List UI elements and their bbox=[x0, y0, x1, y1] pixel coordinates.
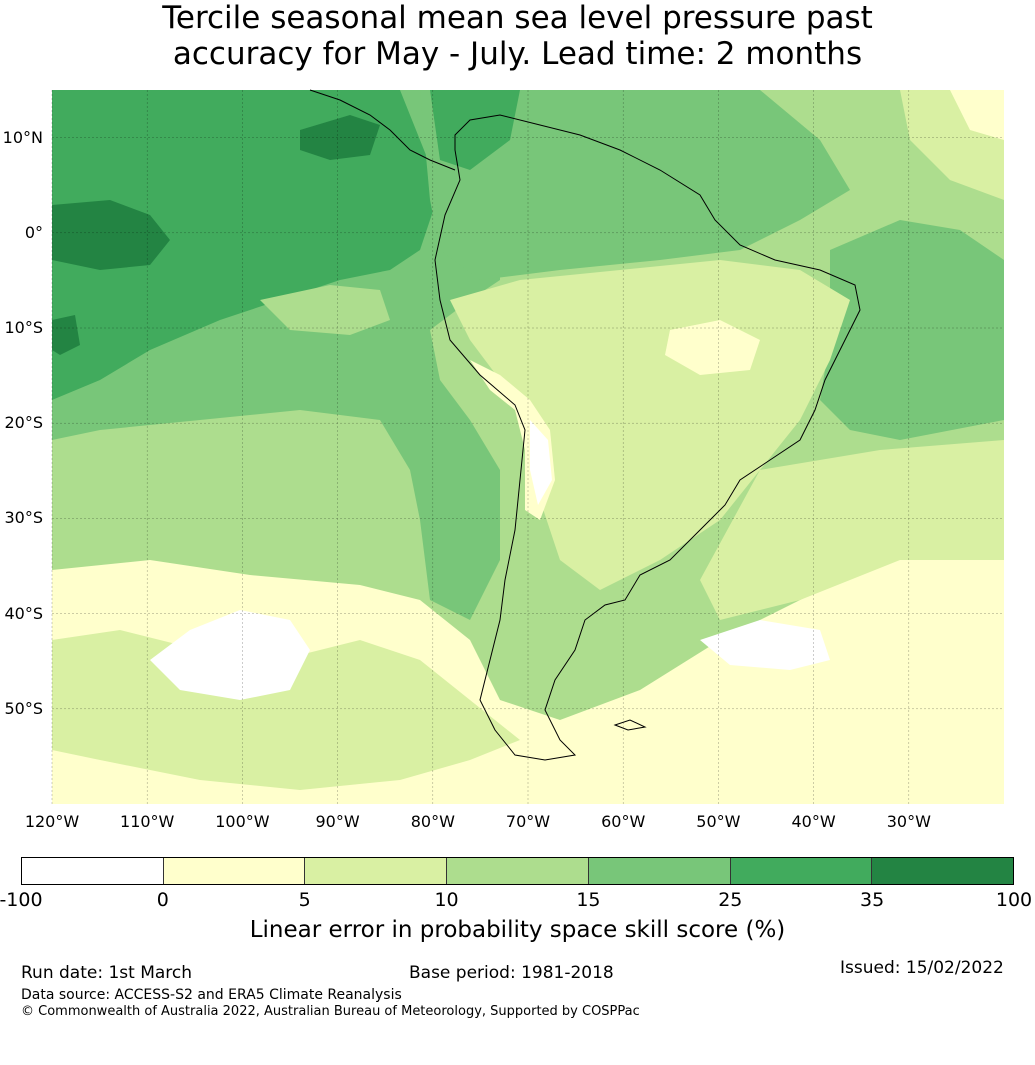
lat-tick-label: 50°S bbox=[4, 698, 43, 718]
lat-tick-label: 0° bbox=[24, 222, 43, 242]
colorbar-tick-label: 100 bbox=[995, 889, 1033, 911]
colorbar-label: Linear error in probability space skill … bbox=[249, 917, 786, 943]
colorbar-tick-label: 0 bbox=[156, 889, 169, 911]
coastline-south-america bbox=[434, 114, 861, 761]
zone-interior-pale bbox=[665, 320, 760, 375]
zone-north-dark bbox=[430, 90, 520, 170]
zone-pacific-darkest-1 bbox=[52, 200, 170, 270]
colorbar-tick-label: 35 bbox=[860, 889, 885, 911]
copyright: © Commonwealth of Australia 2022, Austra… bbox=[21, 1004, 640, 1019]
lon-tick-label: 80°W bbox=[410, 812, 455, 831]
zone-white-patch bbox=[150, 610, 310, 700]
lon-tick-label: 40°W bbox=[791, 812, 836, 831]
zone-pacific-light bbox=[260, 285, 390, 335]
zone-pacific-darkest-3 bbox=[52, 315, 80, 355]
colorbar-segment bbox=[872, 858, 1014, 884]
colorbar-tick-label: 15 bbox=[576, 889, 601, 911]
zone-north-green bbox=[420, 90, 850, 280]
lat-tick-label: 10°S bbox=[4, 318, 43, 337]
lon-tick-label: 50°W bbox=[696, 812, 741, 831]
lon-tick-label: 110°W bbox=[120, 812, 175, 831]
title-line-2: accuracy for May - July. Lead time: 2 mo… bbox=[172, 36, 863, 72]
run-date: Run date: 1st March bbox=[21, 963, 193, 983]
gridlines bbox=[51, 90, 1004, 804]
lon-tick-label: 90°W bbox=[315, 812, 360, 831]
zone-ne-paler bbox=[950, 90, 1004, 140]
coastline-central-america bbox=[309, 89, 456, 171]
colorbar-segment bbox=[163, 858, 306, 884]
data-source: Data source: ACCESS-S2 and ERA5 Climate … bbox=[21, 987, 402, 1003]
base-period: Base period: 1981-2018 bbox=[409, 963, 614, 983]
colorbar-segment bbox=[730, 858, 873, 884]
lon-tick-label: 70°W bbox=[505, 812, 551, 831]
zone-satlantic-light bbox=[700, 440, 1004, 620]
zone-pacific-dark bbox=[52, 90, 440, 400]
lat-tick-label: 40°S bbox=[4, 603, 43, 623]
lon-tick-label: 100°W bbox=[215, 812, 270, 831]
coastline-falklands bbox=[613, 719, 647, 731]
title-line-1: Tercile seasonal mean sea level pressure… bbox=[162, 0, 873, 36]
issued-date: Issued: 15/02/2022 bbox=[840, 958, 1004, 978]
colorbar-segment bbox=[447, 858, 589, 884]
lat-tick-label: 20°S bbox=[4, 413, 43, 433]
skill-field bbox=[52, 90, 1004, 804]
colorbar bbox=[21, 857, 1014, 885]
colorbar-segment bbox=[588, 858, 731, 884]
lon-tick-label: 60°W bbox=[601, 812, 646, 831]
lat-tick-label: 30°S bbox=[4, 508, 43, 528]
zone-white-patch-2 bbox=[700, 620, 830, 670]
zone-andes-white bbox=[530, 420, 552, 505]
colorbar-segment bbox=[22, 858, 164, 884]
map-title: Tercile seasonal mean sea level pressure… bbox=[0, 0, 1035, 72]
colorbar-tick-label: 10 bbox=[434, 889, 459, 911]
colorbar-segment bbox=[305, 858, 448, 884]
lat-tick-label: 10°N bbox=[2, 127, 43, 147]
colorbar-tick-label: -100 bbox=[0, 889, 43, 911]
lon-tick-label: 30°W bbox=[886, 812, 931, 831]
zone-atlantic-green bbox=[820, 220, 1004, 440]
lon-tick-label: 120°W bbox=[24, 812, 80, 831]
colorbar-tick-label: 5 bbox=[298, 889, 311, 911]
colorbar-tick-label: 25 bbox=[718, 889, 743, 911]
